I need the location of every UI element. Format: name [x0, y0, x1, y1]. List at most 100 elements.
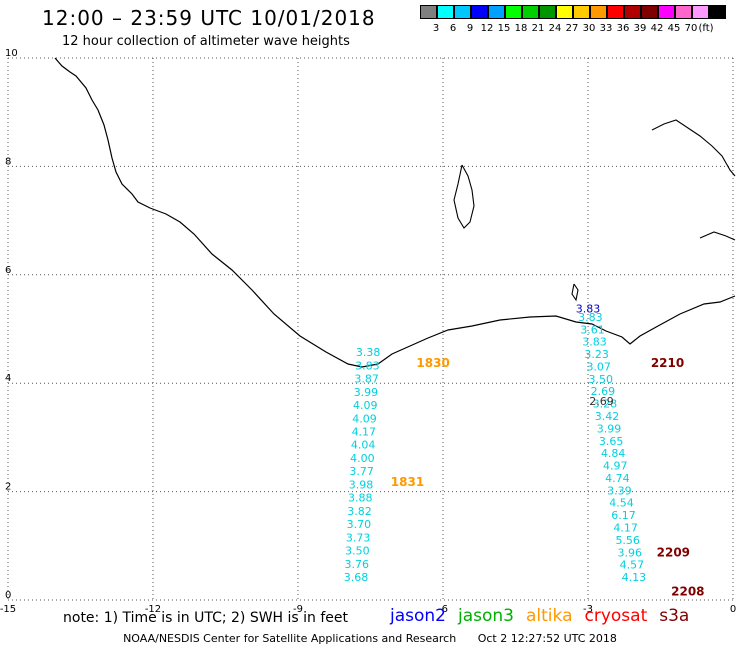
wave-height-value: 2.69	[591, 385, 616, 398]
x-tick-label: -15	[0, 604, 16, 615]
wave-height-value: 3.87	[354, 373, 379, 386]
legend-item-s3a: s3a	[659, 606, 690, 626]
wave-height-value: 4.17	[352, 425, 377, 438]
credit-org: NOAA/NESDIS Center for Satellite Applica…	[123, 632, 457, 645]
wave-height-value: 4.54	[609, 497, 634, 510]
color-scale-swatch	[590, 5, 607, 19]
wave-height-value: 4.09	[352, 412, 377, 425]
color-scale-swatch	[658, 5, 675, 19]
color-scale-swatch	[675, 5, 692, 19]
lat-lon-grid	[7, 57, 734, 601]
wave-height-value: 3.99	[597, 422, 622, 435]
color-scale-swatch	[420, 5, 437, 19]
coastline-mainland	[54, 57, 736, 368]
coastline	[54, 57, 736, 368]
color-scale-label: 36	[616, 23, 630, 34]
color-scale-swatch	[573, 5, 590, 19]
color-scale-swatch	[471, 5, 488, 19]
axis-ticks: -15 -12 -9 -6 -3 0 0 2 4 6 8 10	[0, 48, 736, 615]
wave-height-value: 4.97	[603, 460, 628, 473]
color-scale-swatch	[488, 5, 505, 19]
wave-height-value: 3.68	[344, 571, 369, 584]
wave-height-value: 3.61	[580, 323, 605, 336]
y-tick-label: 8	[5, 156, 11, 167]
wave-height-value: 3.70	[347, 518, 372, 531]
wave-height-value: 3.99	[354, 386, 379, 399]
legend-item-jason3: jason3	[458, 606, 514, 626]
wave-height-value: 3.38	[356, 346, 381, 359]
color-scale-swatch	[539, 5, 556, 19]
wave-height-value: 3.65	[599, 435, 624, 448]
legend-item-cryosat: cryosat	[584, 606, 648, 626]
wave-height-value: 3.28	[593, 398, 618, 411]
coastline-east	[699, 231, 736, 241]
satellite-legend: jason2 jason3 altika cryosat s3a	[390, 606, 689, 626]
wave-height-value: 3.82	[347, 505, 372, 518]
wave-height-value: 3.96	[618, 546, 643, 559]
pass-time-label: 2210	[651, 356, 684, 370]
color-scale-label: 39	[633, 23, 647, 34]
color-scale-label: 70	[684, 23, 698, 34]
wave-height-value: 3.42	[595, 410, 620, 423]
wave-height-value: 3.50	[345, 545, 370, 558]
coastline-islet	[571, 283, 579, 302]
wave-height-value: 4.04	[351, 439, 376, 452]
legend-item-altika: altika	[526, 606, 573, 626]
wave-height-value: 3.88	[348, 492, 373, 505]
wave-height-value: 3.83	[355, 359, 380, 372]
pass-time-label: 1831	[391, 475, 424, 489]
wave-height-value: 4.00	[350, 452, 375, 465]
wave-height-value: 3.39	[607, 484, 632, 497]
color-scale-label: 9	[466, 23, 474, 34]
wave-height-value: 3.07	[586, 360, 611, 373]
wave-height-value: 4.17	[613, 521, 638, 534]
color-scale-label: 3	[432, 23, 440, 34]
wave-height-value: 3.73	[346, 531, 371, 544]
x-tick-label: -12	[145, 604, 161, 615]
y-tick-label: 10	[5, 48, 18, 59]
wave-height-value: 3.23	[584, 348, 609, 361]
wave-height-value: 6.17	[611, 509, 636, 522]
note-text: note: 1) Time is in UTC; 2) SWH is in fe…	[63, 610, 349, 626]
color-scale-swatch	[437, 5, 454, 19]
color-scale-label: 45	[667, 23, 681, 34]
wave-height-value: 3.76	[344, 558, 369, 571]
color-scale-label: 33	[599, 23, 613, 34]
wave-height-value: 4.84	[601, 447, 626, 460]
pass-time-labels: 1830 1831 2210 2209 2208	[391, 356, 705, 599]
wave-height-value: 5.56	[615, 534, 640, 547]
wave-height-value: 4.09	[353, 399, 378, 412]
coastline-island	[453, 164, 475, 229]
pass-time-label: 2208	[671, 585, 704, 599]
y-tick-label: 0	[5, 590, 11, 601]
wave-height-value: 3.83	[582, 336, 607, 349]
color-scale-swatch	[556, 5, 573, 19]
color-scale-label: 30	[582, 23, 596, 34]
wave-height-value: 4.57	[620, 559, 645, 572]
wave-height-value: 3.77	[349, 465, 374, 478]
pass-time-label: 2209	[657, 546, 690, 560]
y-tick-label: 2	[5, 482, 11, 493]
wave-height-value-highlight: 2.69	[589, 395, 614, 408]
color-scale-swatch	[454, 5, 471, 19]
color-scale-label: 6	[449, 23, 457, 34]
color-scale-swatch	[641, 5, 658, 19]
color-scale-label: 15	[497, 23, 511, 34]
credit-timestamp: Oct 2 12:27:52 UTC 2018	[477, 632, 617, 645]
color-scale-swatch	[692, 5, 709, 19]
wave-height-value: 3.83	[578, 311, 603, 324]
map-subtitle: 12 hour collection of altimeter wave hei…	[62, 34, 350, 49]
x-tick-label: -3	[583, 604, 593, 615]
wave-height-value: 3.50	[589, 373, 614, 386]
x-tick-label: 0	[730, 604, 736, 615]
color-scale-label: 18	[514, 23, 528, 34]
credit-line: NOAA/NESDIS Center for Satellite Applica…	[0, 632, 740, 645]
coastline-northeast	[651, 119, 736, 177]
y-tick-label: 6	[5, 265, 11, 276]
color-scale-unit: (ft)	[698, 23, 714, 34]
color-scale-swatch	[505, 5, 522, 19]
wave-height-value-highlight: 3.83	[576, 303, 601, 316]
wave-height-value: 4.13	[622, 571, 647, 584]
color-scale-swatch	[624, 5, 641, 19]
